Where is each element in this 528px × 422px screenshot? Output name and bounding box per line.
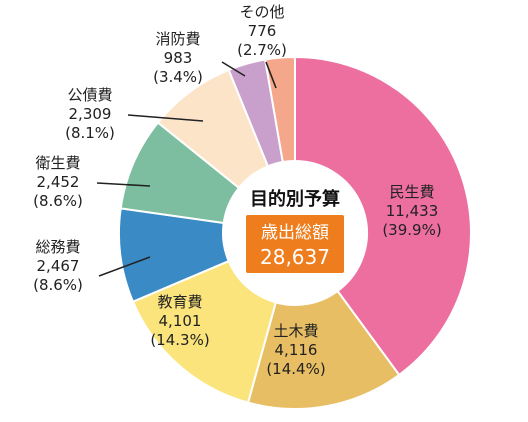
slice-value-label-7: 983 [164, 49, 193, 67]
center-total-value: 28,637 [260, 245, 330, 269]
slice-value-label-1: 11,433 [386, 202, 439, 220]
slice-name-label-4: 総務費 [35, 238, 80, 256]
slice-name-label-3: 教育費 [157, 293, 202, 311]
slice-percent-label-6: (8.1%) [65, 124, 115, 142]
slice-percent-label-2: (14.4%) [266, 360, 325, 378]
slice-percent-label-3: (14.3%) [150, 331, 209, 349]
slice-name-label-7: 消防費 [155, 30, 200, 48]
leader-line-5 [96, 182, 151, 187]
slice-value-label-4: 2,467 [37, 257, 80, 275]
slice-percent-label-7: (3.4%) [153, 68, 203, 86]
slice-name-label-5: 衛生費 [35, 154, 80, 172]
slice-value-label-3: 4,101 [159, 312, 202, 330]
center-total-box [246, 215, 344, 273]
slice-percent-label-5: (8.6%) [33, 192, 83, 210]
slice-2 [246, 289, 401, 410]
slice-name-label-2: 土木費 [273, 322, 318, 340]
slice-value-label-6: 2,309 [69, 105, 112, 123]
slice-name-label-6: 公債費 [67, 86, 112, 104]
center-total-label: 歳出総額 [261, 223, 329, 243]
leader-line-4 [98, 256, 151, 277]
slice-percent-label-8: (2.7%) [237, 41, 287, 59]
slice-value-label-5: 2,452 [37, 173, 80, 191]
slice-name-label-1: 民生費 [389, 183, 434, 201]
leader-line-8 [265, 61, 277, 89]
slice-percent-label-1: (39.9%) [382, 221, 441, 239]
slice-3 [131, 259, 278, 404]
slice-1 [294, 55, 472, 377]
leader-line-7 [221, 61, 246, 77]
slice-value-label-2: 4,116 [275, 341, 318, 359]
slice-percent-label-4: (8.6%) [33, 276, 83, 294]
leader-line-6 [127, 114, 204, 122]
slice-name-label-8: その他 [239, 3, 284, 21]
slice-value-label-8: 776 [248, 22, 277, 40]
center-title: 目的別予算 [250, 188, 340, 210]
slice-8 [264, 55, 296, 164]
